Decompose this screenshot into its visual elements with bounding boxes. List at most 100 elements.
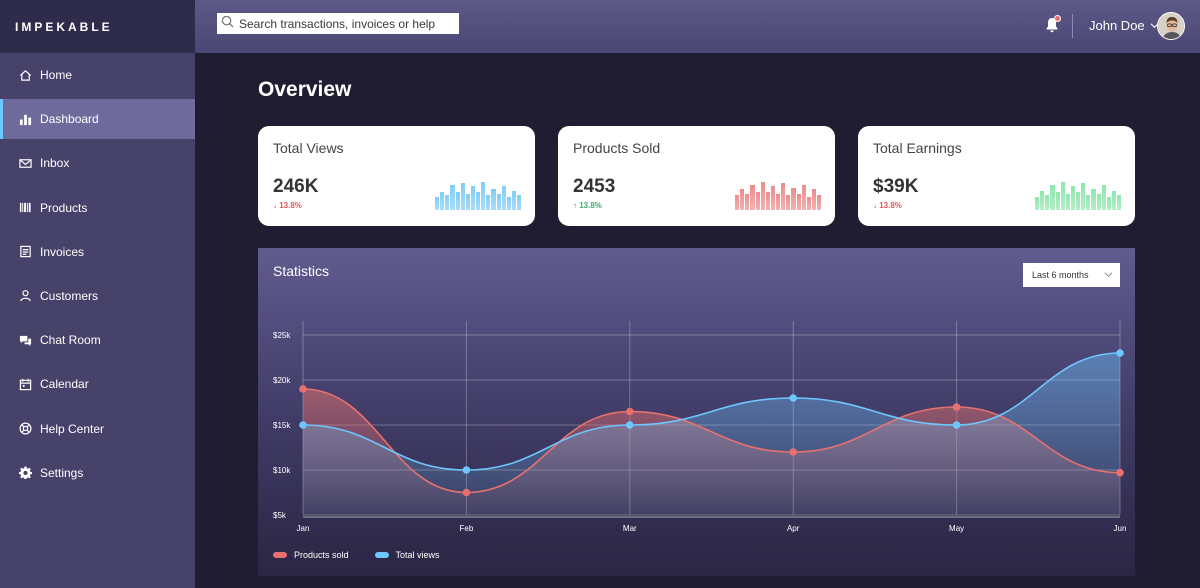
statistics-title: Statistics — [273, 263, 330, 279]
data-point-total-views — [462, 466, 471, 474]
user-menu[interactable]: John Doe — [1089, 18, 1159, 33]
sparkline-bar — [1111, 190, 1116, 210]
sparkline-bar — [491, 189, 496, 210]
chevron-down-icon — [1150, 23, 1159, 29]
card-delta: ↓ 13.8% — [273, 201, 302, 210]
sidebar-item-label: Inbox — [40, 156, 70, 171]
sparkline-bar — [755, 192, 760, 210]
sidebar-item-customers[interactable]: Customers — [0, 276, 195, 316]
sidebar-item-help-center[interactable]: Help Center — [0, 409, 195, 449]
card-delta: ↓ 13.8% — [873, 201, 902, 210]
sparkline-bar — [1091, 189, 1096, 210]
sparkline-bar — [440, 192, 445, 210]
search-input[interactable] — [239, 16, 449, 31]
search-icon — [221, 15, 234, 33]
data-point-products-sold — [789, 448, 797, 456]
header-divider — [1072, 14, 1073, 38]
sparkline-bar — [735, 195, 740, 210]
stat-card-total-earnings: Total Earnings $39K ↓ 13.8% — [858, 126, 1135, 226]
statistics-chart: $5k $10k $15k $20k $25k Jan Feb Mar Apr May Jun — [273, 321, 1126, 533]
sparkline — [435, 180, 522, 210]
search-box[interactable] — [217, 13, 459, 34]
legend-swatch — [273, 552, 287, 558]
sidebar-item-label: Customers — [40, 288, 99, 303]
card-value: $39K — [873, 176, 919, 197]
data-point-products-sold — [299, 385, 307, 393]
date-range-select[interactable]: Last 6 months — [1023, 263, 1120, 287]
sparkline-bar — [501, 186, 506, 210]
sparkline-bar — [481, 181, 486, 210]
sparkline-bar — [1040, 190, 1045, 210]
card-value: 246K — [273, 176, 319, 197]
sidebar-item-dashboard[interactable]: Dashboard — [0, 99, 195, 140]
brand-logo[interactable]: IMPEKABLE — [0, 0, 195, 53]
avatar[interactable] — [1157, 12, 1185, 40]
sparkline-bar — [511, 190, 516, 210]
data-point-products-sold — [1116, 468, 1124, 477]
sparkline-bar — [765, 192, 770, 210]
sparkline-bar — [1096, 193, 1101, 210]
sparkline-bar — [740, 189, 745, 210]
sparkline-bar — [801, 184, 806, 210]
gear-icon — [18, 466, 32, 480]
sidebar-item-label: Chat Room — [40, 333, 101, 348]
sparkline-bar — [1117, 195, 1122, 210]
sidebar-item-invoices[interactable]: Invoices — [0, 232, 195, 272]
data-point-total-views — [299, 421, 307, 429]
sparkline-bar — [1060, 181, 1065, 210]
sparkline-bar — [1065, 193, 1070, 210]
stat-card-total-views: Total Views 246K ↓ 13.8% — [258, 126, 535, 226]
sidebar-item-label: Calendar — [40, 377, 89, 392]
user-icon — [18, 289, 32, 303]
sidebar-item-calendar[interactable]: Calendar — [0, 364, 195, 404]
sparkline-bar — [1050, 184, 1055, 210]
legend-item-products-sold[interactable]: Products sold — [273, 550, 349, 560]
sidebar-item-label: Products — [40, 200, 88, 215]
notification-badge — [1054, 15, 1061, 22]
data-point-total-views — [789, 394, 797, 402]
sparkline-bar — [760, 181, 765, 210]
sparkline-bar — [1101, 184, 1106, 210]
data-point-products-sold — [462, 488, 471, 497]
data-point-products-sold — [626, 407, 634, 416]
sidebar-item-chat-room[interactable]: Chat Room — [0, 320, 195, 360]
sidebar: IMPEKABLE Home Dashboard Inbox Products … — [0, 0, 195, 588]
series-line-total-views — [302, 352, 1121, 471]
x-tick-label: Mar — [623, 524, 637, 533]
sidebar-item-label: Home — [40, 68, 73, 82]
sparkline-bar — [1076, 192, 1081, 210]
sidebar-item-label: Help Center — [40, 421, 105, 436]
statistics-panel: Statistics Last 6 months $5k $10k $15k $20k… — [258, 248, 1135, 576]
legend-item-total-views[interactable]: Total views — [374, 550, 440, 560]
page-title: Overview — [258, 78, 352, 101]
data-point-total-views — [952, 421, 961, 429]
sparkline-bar — [811, 189, 816, 210]
invoice-icon — [18, 245, 32, 259]
y-tick-label: $25k — [273, 331, 291, 340]
sidebar-item-products[interactable]: Products — [0, 188, 195, 228]
legend-swatch — [374, 552, 389, 558]
sidebar-item-label: Dashboard — [40, 112, 99, 127]
sidebar-item-home[interactable]: Home — [0, 55, 195, 95]
sparkline — [1035, 180, 1122, 210]
y-tick-label: $10k — [273, 466, 291, 475]
mail-icon — [18, 156, 32, 170]
chevron-down-icon — [1104, 272, 1113, 278]
sparkline-bar — [817, 195, 822, 210]
series-area-total-views — [303, 353, 1120, 515]
sparkline-bar — [791, 187, 796, 210]
sparkline-bar — [1045, 195, 1050, 210]
stat-card-products-sold: Products Sold 2453 ↑ 13.8% — [558, 126, 835, 226]
sparkline-bar — [770, 186, 775, 210]
x-tick-label: Feb — [460, 524, 474, 533]
sidebar-item-inbox[interactable]: Inbox — [0, 143, 195, 183]
legend-label: Products sold — [294, 550, 349, 560]
sidebar-item-settings[interactable]: Settings — [0, 453, 195, 493]
sparkline-bar — [1070, 186, 1075, 210]
y-tick-label: $20k — [273, 376, 291, 385]
sparkline-bar — [465, 193, 470, 210]
bar-chart-icon — [18, 112, 32, 126]
sparkline-bar — [486, 195, 491, 210]
sparkline-bar — [1055, 192, 1060, 210]
home-icon — [18, 68, 32, 82]
